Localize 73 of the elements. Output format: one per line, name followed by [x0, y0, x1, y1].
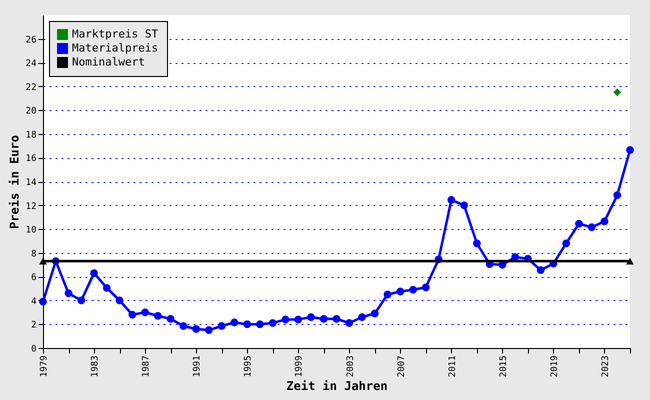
y-tick-label: 18 — [26, 130, 36, 140]
point — [77, 296, 86, 304]
x-tick-label: 2015 — [498, 356, 509, 378]
point — [536, 266, 545, 274]
point — [370, 310, 379, 318]
y-tick-label: 20 — [26, 106, 36, 117]
point — [345, 319, 354, 327]
y-tick-label: 10 — [26, 226, 36, 236]
x-tick-label: 2007 — [396, 356, 407, 378]
point — [192, 325, 200, 333]
point — [39, 298, 47, 306]
point — [179, 322, 188, 330]
point — [282, 316, 290, 324]
legend-label: Nominalwert — [72, 56, 145, 68]
point — [320, 314, 328, 323]
y-tick-label: 16 — [26, 154, 36, 164]
x-tick-label: 1979 — [40, 356, 50, 378]
x-tick-label: 1991 — [192, 356, 203, 378]
point — [460, 201, 468, 210]
point — [332, 314, 340, 323]
point — [307, 313, 315, 321]
point — [230, 318, 238, 326]
point — [384, 290, 392, 298]
y-tick-label: 2 — [31, 320, 36, 331]
point — [268, 319, 277, 327]
y-tick-label: 6 — [31, 273, 36, 284]
point — [90, 269, 98, 277]
point — [116, 296, 124, 304]
point — [588, 223, 596, 232]
point — [154, 312, 162, 320]
point — [218, 322, 226, 330]
point — [396, 288, 404, 296]
point — [128, 310, 136, 319]
y-tick-label: 22 — [26, 82, 36, 93]
point — [256, 320, 264, 328]
legend-label: Materialpreis — [72, 42, 158, 54]
y-tick-label: 26 — [26, 35, 36, 46]
y-tick-label: 0 — [31, 344, 36, 354]
point — [600, 217, 608, 226]
y-tick-label: 12 — [26, 202, 36, 212]
point — [358, 313, 366, 321]
point — [562, 239, 570, 248]
point — [141, 308, 149, 316]
x-tick-label: 1983 — [90, 356, 101, 378]
point — [205, 326, 213, 334]
point — [166, 314, 174, 323]
point — [613, 88, 622, 96]
point — [626, 146, 634, 154]
y-axis-title: Preis in Euro — [8, 135, 22, 229]
legend-label: Marktpreis ST — [72, 28, 158, 40]
x-tick-label: 1999 — [294, 356, 305, 378]
point — [511, 253, 520, 261]
point — [472, 239, 481, 248]
x-tick-label: 2023 — [600, 356, 611, 378]
point — [447, 196, 456, 204]
y-tick-label: 4 — [31, 296, 36, 307]
point — [64, 289, 72, 298]
point — [102, 284, 111, 292]
x-tick-label: 1995 — [244, 356, 254, 378]
x-tick-label: 2003 — [346, 356, 356, 378]
point — [613, 191, 622, 200]
point — [294, 316, 302, 324]
y-tick-label: 14 — [26, 178, 36, 188]
x-tick-label: 2011 — [448, 356, 458, 378]
y-tick-label: 24 — [26, 59, 36, 70]
point — [422, 283, 430, 292]
x-tick-label: 1987 — [142, 356, 152, 378]
point — [243, 320, 252, 328]
point — [575, 220, 583, 228]
point — [409, 286, 417, 294]
x-tick-label: 2019 — [550, 356, 560, 378]
x-axis-title: Zeit in Jahren — [286, 379, 388, 394]
y-tick-label: 8 — [31, 249, 36, 260]
